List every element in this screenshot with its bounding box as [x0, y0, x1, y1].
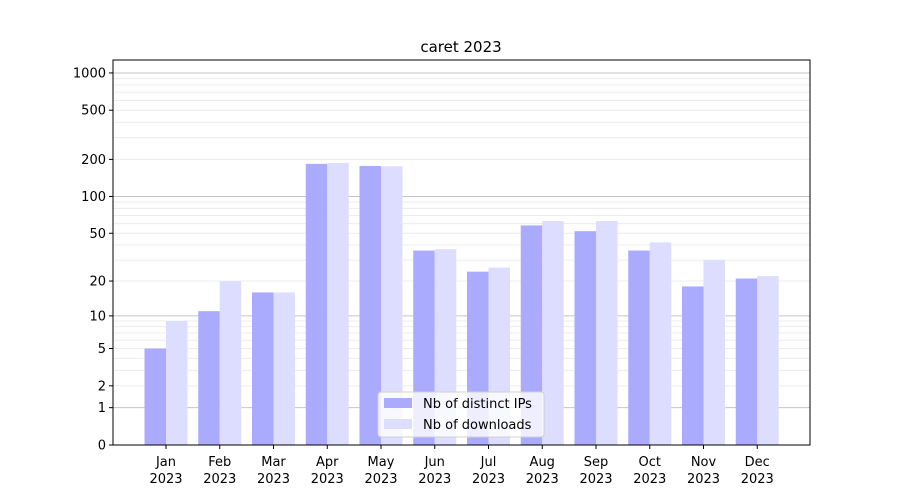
bar-distinct-ips — [305, 163, 328, 445]
legend-box — [377, 391, 545, 438]
x-tick-label-line: Jan — [155, 455, 176, 470]
y-tick-label: 1 — [98, 401, 106, 416]
y-tick-label: 5 — [98, 342, 106, 357]
legend-swatch — [384, 419, 412, 429]
bar-downloads — [166, 321, 188, 445]
x-tick-label-line: 2023 — [633, 472, 666, 487]
y-tick-label: 2 — [98, 379, 106, 394]
bar-downloads — [219, 281, 242, 445]
bar-distinct-ips — [628, 250, 650, 445]
x-tick-label: Mar 2023 — [257, 455, 290, 487]
x-tick-label-line: 2023 — [149, 472, 182, 487]
bar-distinct-ips — [144, 348, 166, 445]
x-tick-label: Aug 2023 — [526, 455, 559, 487]
bar-downloads — [703, 260, 725, 445]
y-tick-label: 500 — [81, 104, 106, 119]
y-tick-label: 0 — [98, 439, 106, 454]
y-tick-label: 50 — [89, 227, 106, 242]
x-tick-label-line: Oct — [639, 455, 661, 470]
x-tick-label: Jul 2023 — [472, 455, 505, 487]
y-tick-label: 10 — [89, 309, 106, 324]
legend: Nb of distinct IPs Nb of downloads — [377, 391, 545, 438]
x-tick-label: Feb 2023 — [203, 455, 236, 487]
y-axis: 0 1 2 5 10 20 50 100 200 500 1000 — [73, 66, 113, 454]
bar-downloads — [757, 276, 779, 445]
x-tick-label-line: Jun — [424, 455, 445, 470]
bar-distinct-ips — [359, 165, 381, 445]
y-tick-label: 1000 — [73, 66, 106, 81]
x-tick-label-line: 2023 — [472, 472, 505, 487]
plot-frame — [112, 59, 811, 446]
y-tick-label: 20 — [89, 275, 106, 290]
x-tick-label-line: Sep — [584, 455, 609, 470]
y-tick-label: 100 — [81, 190, 106, 205]
y-tick-label: 200 — [81, 153, 106, 168]
x-tick-label-line: May — [368, 455, 395, 470]
x-tick-label-line: 2023 — [311, 472, 344, 487]
bar-distinct-ips — [252, 292, 274, 445]
x-tick-label-line: 2023 — [687, 472, 720, 487]
x-tick-label-line: 2023 — [579, 472, 612, 487]
x-axis: Jan 2023 Feb 2023 Mar 2023 Apr 2023 May 2023 Jun 20… — [149, 445, 774, 487]
chart-title: caret 2023 — [420, 38, 501, 56]
bar-downloads — [649, 242, 672, 445]
x-tick-label: Sep 2023 — [579, 455, 612, 487]
bar-downloads — [596, 221, 618, 445]
x-tick-label-line: Nov — [691, 455, 717, 470]
bar-distinct-ips — [198, 311, 220, 445]
bar-distinct-ips — [682, 286, 704, 445]
x-tick-label-line: 2023 — [526, 472, 559, 487]
x-tick-label: Nov 2023 — [687, 455, 720, 487]
x-tick-label-line: Mar — [261, 455, 286, 470]
x-tick-label-line: Feb — [208, 455, 231, 470]
legend-label: Nb of distinct IPs — [423, 397, 532, 412]
legend-swatch — [384, 398, 412, 408]
bar-distinct-ips — [520, 225, 543, 445]
x-tick-label-line: Aug — [530, 455, 555, 470]
bar-downloads — [273, 292, 295, 445]
x-tick-label: Oct 2023 — [633, 455, 666, 487]
x-tick-label-line: 2023 — [741, 472, 774, 487]
x-tick-label-line: 2023 — [364, 472, 397, 487]
x-tick-label: May 2023 — [364, 455, 397, 487]
x-tick-label: Apr 2023 — [311, 455, 344, 487]
legend-label: Nb of downloads — [423, 418, 532, 433]
x-tick-label: Jun 2023 — [418, 455, 451, 487]
x-tick-label-line: 2023 — [257, 472, 290, 487]
x-tick-label-line: 2023 — [418, 472, 451, 487]
x-tick-label-line: 2023 — [203, 472, 236, 487]
bar-distinct-ips — [574, 231, 596, 445]
x-tick-label-line: Jul — [480, 455, 497, 470]
x-tick-label-line: Apr — [316, 455, 339, 470]
bar-downloads — [327, 163, 349, 445]
x-tick-label: Dec 2023 — [741, 455, 774, 487]
bar-downloads — [542, 221, 564, 445]
x-tick-label: Jan 2023 — [149, 455, 182, 487]
bar-downloads — [381, 166, 403, 445]
bar-distinct-ips — [735, 278, 758, 445]
x-tick-label-line: Dec — [745, 455, 770, 470]
